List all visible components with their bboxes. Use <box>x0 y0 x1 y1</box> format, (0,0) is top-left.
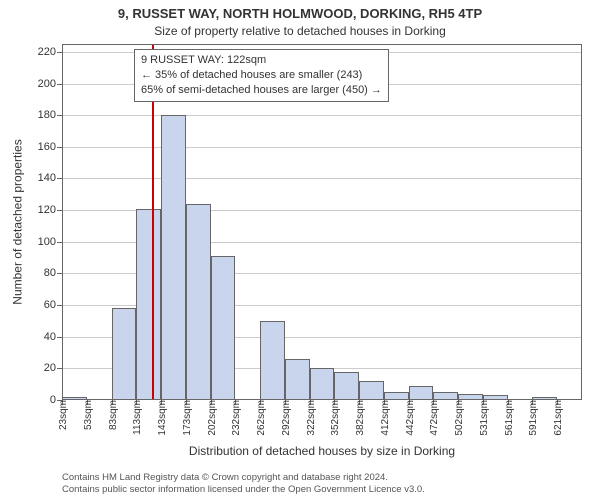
y-axis-label: Number of detached properties <box>10 44 26 400</box>
x-tick-label: 531sqm <box>479 400 490 436</box>
footer-attribution: Contains HM Land Registry data © Crown c… <box>62 472 425 496</box>
y-tick-label: 160 <box>38 141 56 153</box>
footer-line-2: Contains public sector information licen… <box>62 484 425 496</box>
y-tick-label: 180 <box>38 109 56 121</box>
x-tick-label: 202sqm <box>207 400 218 436</box>
annotation-line-2: ← 35% of detached houses are smaller (24… <box>141 68 382 83</box>
x-tick-label: 322sqm <box>306 400 317 436</box>
x-tick-label: 262sqm <box>256 400 267 436</box>
annotation-line-3: 65% of semi-detached houses are larger (… <box>141 83 382 98</box>
x-tick-label: 502sqm <box>454 400 465 436</box>
x-tick-label: 173sqm <box>182 400 193 436</box>
chart-subtitle: Size of property relative to detached ho… <box>0 24 600 38</box>
x-tick-label: 113sqm <box>132 400 143 435</box>
x-axis-label: Distribution of detached houses by size … <box>62 444 582 458</box>
x-tick-label: 23sqm <box>58 400 69 430</box>
y-tick-label: 140 <box>38 172 56 184</box>
y-tick-label: 200 <box>38 78 56 90</box>
chart-container: 9, RUSSET WAY, NORTH HOLMWOOD, DORKING, … <box>0 0 600 500</box>
x-tick-label: 292sqm <box>281 400 292 436</box>
x-tick-label: 442sqm <box>405 400 416 436</box>
x-tick-label: 53sqm <box>83 400 94 430</box>
x-tick-label: 561sqm <box>504 400 515 436</box>
y-tick-label: 40 <box>44 331 56 343</box>
x-tick-label: 232sqm <box>231 400 242 436</box>
x-tick-label: 591sqm <box>528 400 539 436</box>
x-tick-label: 621sqm <box>553 400 564 436</box>
y-tick-label: 100 <box>38 236 56 248</box>
x-tick-label: 143sqm <box>157 400 168 436</box>
annotation-box: 9 RUSSET WAY: 122sqm ← 35% of detached h… <box>134 49 389 102</box>
annotation-line-1: 9 RUSSET WAY: 122sqm <box>141 53 382 68</box>
plot-area: 02040608010012014016018020022023sqm53sqm… <box>62 44 582 400</box>
y-tick-label: 0 <box>50 394 56 406</box>
y-tick-label: 60 <box>44 299 56 311</box>
footer-line-1: Contains HM Land Registry data © Crown c… <box>62 472 425 484</box>
x-tick-label: 412sqm <box>380 400 391 436</box>
chart-title: 9, RUSSET WAY, NORTH HOLMWOOD, DORKING, … <box>0 6 600 21</box>
y-tick-label: 80 <box>44 267 56 279</box>
x-tick-label: 352sqm <box>330 400 341 436</box>
y-tick-label: 120 <box>38 204 56 216</box>
x-tick-label: 472sqm <box>429 400 440 436</box>
x-tick-label: 83sqm <box>108 400 119 430</box>
x-tick-label: 382sqm <box>355 400 366 436</box>
y-tick-label: 20 <box>44 362 56 374</box>
y-tick-label: 220 <box>38 46 56 58</box>
